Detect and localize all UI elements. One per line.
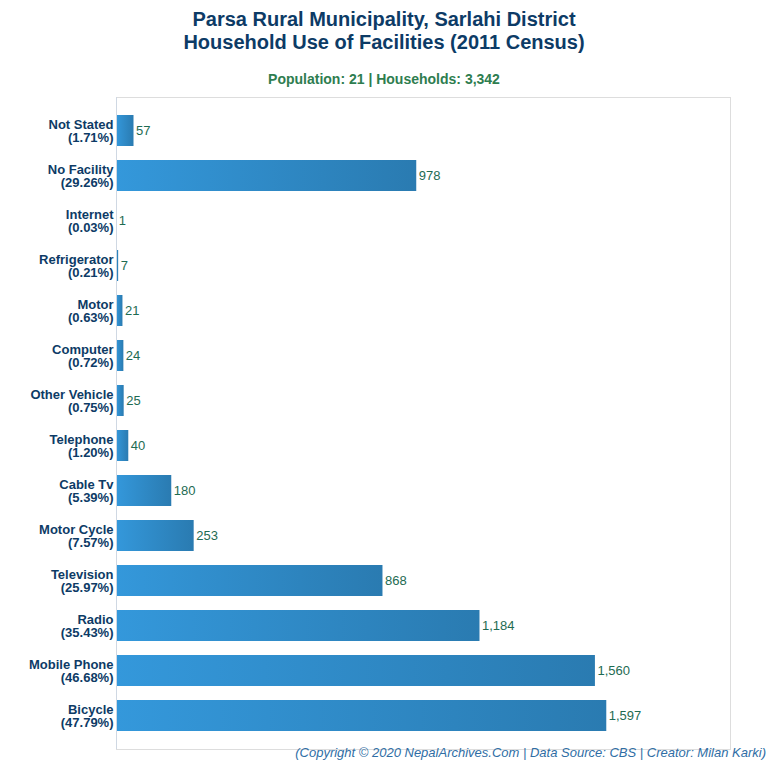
svg-text:40: 40 <box>131 438 145 453</box>
svg-text:1,597: 1,597 <box>609 708 642 723</box>
svg-text:Mobile Phone(46.68%): Mobile Phone(46.68%) <box>29 657 114 685</box>
svg-text:25: 25 <box>126 393 140 408</box>
svg-text:No Facility(29.26%): No Facility(29.26%) <box>48 162 115 190</box>
svg-text:Other Vehicle(0.75%): Other Vehicle(0.75%) <box>30 387 113 415</box>
html-text:Population: 21 | Households: 3: Population: 21 | Households: 3,342 <box>268 71 500 87</box>
svg-text:978: 978 <box>419 168 441 183</box>
svg-text:21: 21 <box>125 303 139 318</box>
svg-text:Motor(0.63%): Motor(0.63%) <box>68 297 114 325</box>
svg-text:7: 7 <box>121 258 128 273</box>
svg-text:Not Stated(1.71%): Not Stated(1.71%) <box>49 117 114 145</box>
svg-text:Telephone(1.20%): Telephone(1.20%) <box>49 432 113 460</box>
svg-text:Computer(0.72%): Computer(0.72%) <box>52 342 113 370</box>
svg-text:Bicycle(47.79%): Bicycle(47.79%) <box>61 702 114 730</box>
svg-text:Refrigerator(0.21%): Refrigerator(0.21%) <box>39 252 113 280</box>
svg-text:253: 253 <box>196 528 218 543</box>
svg-text:Television(25.97%): Television(25.97%) <box>51 567 114 595</box>
svg-text:57: 57 <box>136 123 150 138</box>
svg-text:Motor Cycle(7.57%): Motor Cycle(7.57%) <box>39 522 113 550</box>
svg-text:1: 1 <box>119 213 126 228</box>
svg-text:Internet(0.03%): Internet(0.03%) <box>66 207 114 235</box>
html-text:(Copyright © 2020 NepalArchive: (Copyright © 2020 NepalArchives.Com | Da… <box>295 745 766 760</box>
svg-text:Cable Tv(5.39%): Cable Tv(5.39%) <box>59 477 114 505</box>
svg-text:868: 868 <box>385 573 407 588</box>
svg-text:1,560: 1,560 <box>597 663 630 678</box>
html-text:Parsa Rural Municipality, Sarl: Parsa Rural Municipality, Sarlahi Distri… <box>183 8 585 53</box>
svg-text:180: 180 <box>174 483 196 498</box>
svg-text:1,184: 1,184 <box>482 618 515 633</box>
svg-text:Radio(35.43%): Radio(35.43%) <box>61 612 114 640</box>
svg-text:24: 24 <box>126 348 140 363</box>
